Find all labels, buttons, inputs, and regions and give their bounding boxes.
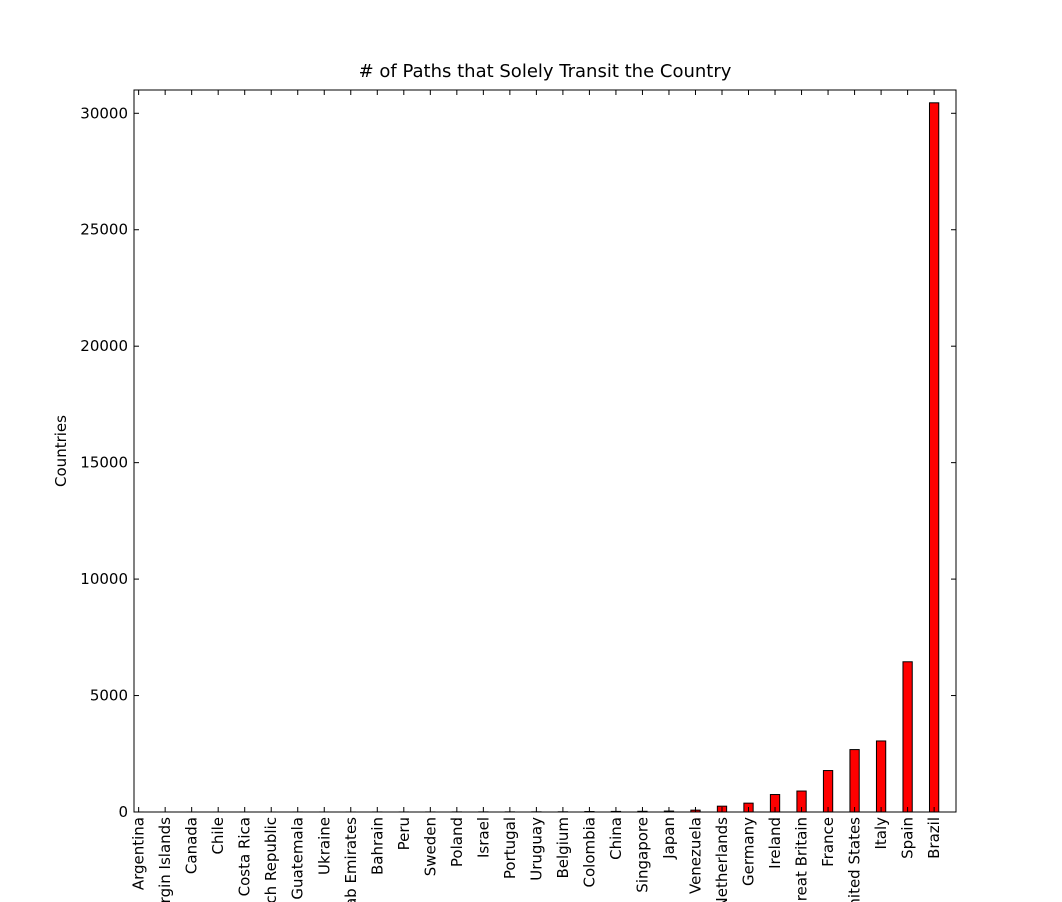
y-tick-label: 0 [118, 803, 128, 821]
x-tick-label: Bahrain [368, 817, 386, 875]
x-tick-label: Singapore [633, 817, 651, 893]
y-tick-label: 10000 [80, 570, 128, 588]
y-tick-label: 30000 [80, 104, 128, 122]
x-tick-label: Portugal [501, 817, 519, 879]
bar [902, 661, 913, 813]
x-tick-label: Italy [872, 817, 890, 850]
plot-frame [133, 89, 957, 813]
x-tick-label: Ireland [766, 817, 784, 869]
x-tick-label: Guatemala [289, 817, 307, 900]
x-tick-label: Japan [660, 817, 678, 860]
x-tick-label: Peru [395, 817, 413, 850]
bar [875, 740, 887, 813]
x-tick-label: Belgium [554, 817, 572, 879]
y-tick-label: 25000 [80, 221, 128, 239]
x-tick-label: Israel [474, 817, 492, 858]
x-tick-label: Chile [209, 817, 227, 855]
x-tick-label: Germany [740, 817, 758, 886]
bar [849, 749, 860, 813]
y-tick-label: 20000 [80, 337, 128, 355]
y-tick-label: 15000 [80, 454, 128, 472]
x-tick-label: France [819, 817, 837, 867]
chart-title: # of Paths that Solely Transit the Count… [359, 61, 732, 82]
y-tick-label: 5000 [90, 687, 128, 705]
x-tick-label: United States [846, 817, 864, 902]
x-tick-label: United Arab Emirates [342, 817, 360, 902]
x-tick-label: Brazil [925, 817, 943, 859]
x-tick-label: Ukraine [315, 817, 333, 875]
bar [822, 770, 834, 813]
y-axis-label: Countries [52, 415, 70, 487]
x-tick-label: Spain [899, 817, 917, 859]
x-tick-label: Canada [183, 817, 201, 874]
x-tick-label: Colombia [580, 817, 598, 888]
x-tick-label: Virgin Islands [156, 817, 174, 902]
x-tick-label: Czech Republic [262, 817, 280, 902]
x-tick-label: Venezuela [686, 817, 704, 894]
x-tick-label: Netherlands [713, 817, 731, 902]
x-tick-label: Poland [448, 817, 466, 867]
x-tick-label: China [607, 817, 625, 860]
x-tick-label: Uruguay [527, 817, 545, 881]
x-tick-label: Costa Rica [236, 817, 254, 896]
x-tick-label: Argentina [130, 817, 148, 890]
x-tick-label: Great Britain [793, 817, 811, 902]
x-tick-label: Sweden [421, 817, 439, 876]
bar [928, 102, 940, 813]
